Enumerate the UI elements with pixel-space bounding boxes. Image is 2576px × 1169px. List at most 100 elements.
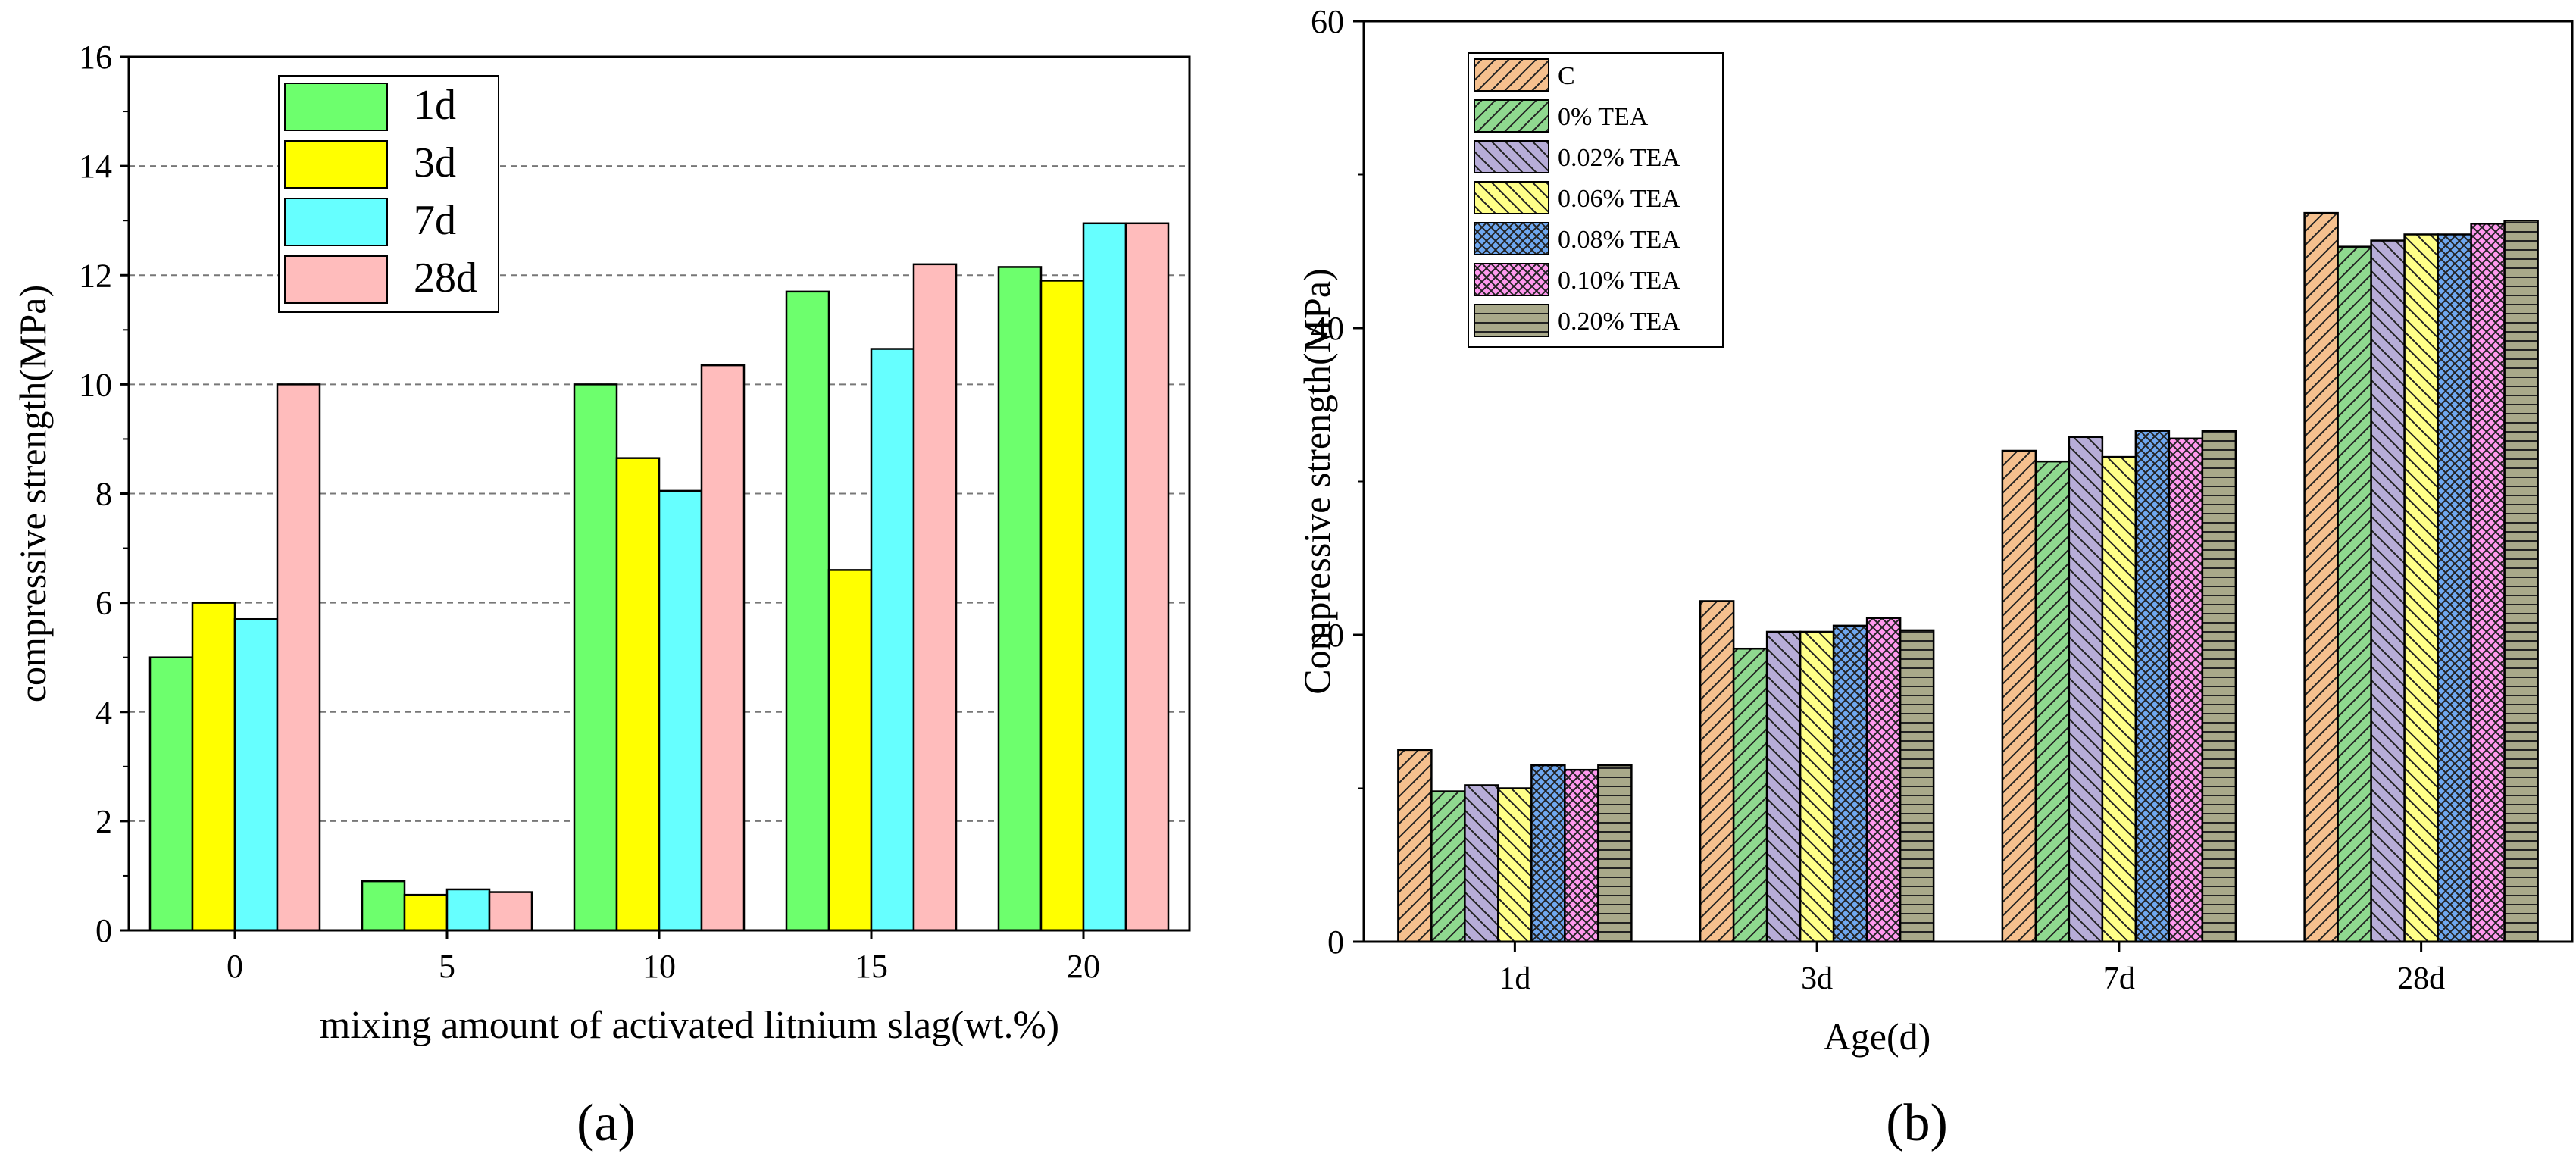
legend-b-swatch-0-20pct-tea (1474, 304, 1549, 337)
legend-b-label-0pct-tea: 0% TEA (1558, 103, 1649, 131)
legend-a-label-3d: 3d (414, 139, 456, 186)
chart-b-panel-label: (b) (1886, 1094, 1948, 1152)
legend-a-swatch-1d (284, 83, 388, 131)
bar-b-0-06pct-tea-3d (1799, 630, 1835, 943)
bar-b-0-06pct-tea-7d (2101, 455, 2137, 943)
bar-a-7d-10 (658, 489, 703, 932)
chart-b-x-tick-label: 3d (1801, 961, 1833, 996)
bar-b-c-28d (2303, 211, 2339, 943)
legend-a-swatch-3d (284, 140, 388, 189)
chart-a-x-tick-label: 10 (642, 948, 676, 985)
bar-b-0-10pct-tea-1d (1564, 768, 1599, 943)
bar-a-3d-10 (615, 457, 661, 932)
legend-b-swatch-0-02pct-tea (1474, 140, 1549, 173)
chart-b-y-tick-label: 40 (1311, 310, 1344, 347)
bar-a-1d-5 (361, 880, 406, 932)
chart-a-x-axis-title: mixing amount of activated litnium slag(… (320, 1004, 1059, 1047)
bar-b-0-20pct-tea-7d (2201, 430, 2237, 943)
legend-b-swatch-c (1474, 58, 1549, 92)
chart-b-bars (1397, 211, 2539, 943)
bar-a-7d-20 (1082, 222, 1127, 932)
chart-b-y-tick-label: 0 (1327, 924, 1344, 961)
chart-b: 0 20 40 60 1d 3d 7d 28d C 0% TEA 0.02% TEA 0.06% … (1296, 3, 2574, 1152)
chart-a-x-tick-label: 0 (227, 948, 243, 985)
bar-b-0-06pct-tea-28d (2403, 233, 2439, 943)
chart-a-x-tick-label: 15 (855, 948, 888, 985)
bar-b-0-02pct-tea-3d (1765, 630, 1802, 943)
legend-b-swatch-0-06pct-tea (1474, 181, 1549, 214)
bar-a-3d-20 (1039, 280, 1085, 932)
chart-a: 0 2 4 6 8 10 12 14 16 0 5 10 15 20 1d 3d 7d 28d mixing … (11, 39, 1191, 1152)
chart-b-y-tick-label: 60 (1311, 3, 1344, 40)
bar-b-0-10pct-tea-3d (1865, 617, 1902, 943)
bar-a-3d-5 (403, 893, 449, 932)
bar-a-7d-0 (233, 617, 279, 932)
legend-a-label-7d: 7d (414, 197, 456, 244)
chart-a-legend: 1d 3d 7d 28d (278, 75, 499, 313)
legend-b-label-0-06pct-tea: 0.06% TEA (1558, 185, 1680, 213)
bar-b-c-3d (1699, 600, 1735, 943)
legend-b-label-0-08pct-tea: 0.08% TEA (1558, 226, 1680, 254)
chart-a-y-tick-label: 16 (79, 39, 112, 76)
legend-a-swatch-7d (284, 198, 388, 246)
bar-a-1d-15 (785, 290, 830, 932)
legend-a-label-1d: 1d (414, 82, 456, 129)
chart-a-bars (148, 222, 1170, 932)
bar-b-c-7d (2001, 449, 2037, 943)
bar-a-3d-0 (191, 602, 236, 932)
bar-b-0-02pct-tea-7d (2068, 436, 2104, 943)
bar-a-28d-5 (488, 891, 533, 932)
bar-b-0-08pct-tea-3d (1832, 624, 1868, 943)
chart-a-x-tick-label: 20 (1067, 948, 1100, 985)
chart-a-y-tick-label: 12 (79, 257, 112, 294)
bar-b-0-06pct-tea-1d (1497, 787, 1533, 943)
chart-a-y-tick-label: 2 (95, 803, 112, 840)
chart-a-y-axis-title: compressive strength(MPa) (11, 285, 54, 702)
legend-b-swatch-0pct-tea (1474, 99, 1549, 133)
bar-a-28d-20 (1124, 222, 1170, 932)
legend-b-label-c: C (1558, 62, 1575, 90)
chart-a-y-tick-label: 10 (79, 366, 112, 403)
chart-b-x-axis-title: Age(d) (1824, 1015, 1931, 1058)
chart-a-y-tick-label: 14 (79, 148, 112, 185)
chart-a-panel-label: (a) (577, 1094, 636, 1152)
bar-b-0-10pct-tea-28d (2470, 223, 2506, 943)
legend-b-label-0-02pct-tea: 0.02% TEA (1558, 144, 1680, 172)
chart-a-y-tick-label: 4 (95, 694, 112, 731)
chart-a-x-axis: 0 5 10 15 20 (227, 930, 1100, 985)
bar-b-c-1d (1397, 749, 1433, 943)
bar-b-0-02pct-tea-1d (1464, 784, 1499, 943)
bar-b-0pct-tea-28d (2337, 245, 2372, 943)
bar-a-3d-15 (827, 569, 873, 932)
bar-a-1d-10 (573, 383, 618, 932)
bar-b-0-08pct-tea-28d (2437, 233, 2472, 943)
bar-a-7d-15 (870, 348, 915, 932)
chart-b-y-axis: 0 20 40 60 (1311, 3, 1364, 961)
bar-a-7d-5 (445, 888, 491, 932)
chart-b-x-tick-label: 28d (2397, 961, 2445, 996)
bar-a-28d-0 (276, 383, 321, 932)
bar-b-0-20pct-tea-28d (2503, 220, 2539, 943)
chart-b-y-tick-label: 20 (1311, 617, 1344, 654)
legend-b-swatch-0-08pct-tea (1474, 222, 1549, 255)
chart-b-x-tick-label: 7d (2103, 961, 2135, 996)
chart-a-y-tick-label: 0 (95, 912, 112, 949)
legend-b-label-0-20pct-tea: 0.20% TEA (1558, 308, 1680, 336)
bar-b-0pct-tea-1d (1430, 790, 1466, 943)
legend-a-swatch-28d (284, 255, 388, 304)
chart-a-y-axis: 0 2 4 6 8 10 12 14 16 (79, 39, 129, 949)
bar-a-28d-10 (700, 364, 746, 932)
chart-b-y-axis-title: Compressive strength(MPa) (1296, 268, 1338, 694)
legend-b-swatch-0-10pct-tea (1474, 263, 1549, 296)
chart-a-x-tick-label: 5 (439, 948, 455, 985)
chart-b-x-tick-label: 1d (1499, 961, 1530, 996)
bar-a-1d-0 (148, 656, 194, 932)
chart-b-x-axis: 1d 3d 7d 28d (1499, 942, 2445, 996)
legend-a-label-28d: 28d (414, 255, 477, 302)
bar-a-28d-15 (912, 263, 958, 932)
bar-b-0-20pct-tea-3d (1899, 629, 1935, 943)
bar-b-0-10pct-tea-7d (2168, 437, 2204, 943)
bar-b-0pct-tea-3d (1732, 647, 1768, 943)
legend-b-label-0-10pct-tea: 0.10% TEA (1558, 267, 1680, 295)
